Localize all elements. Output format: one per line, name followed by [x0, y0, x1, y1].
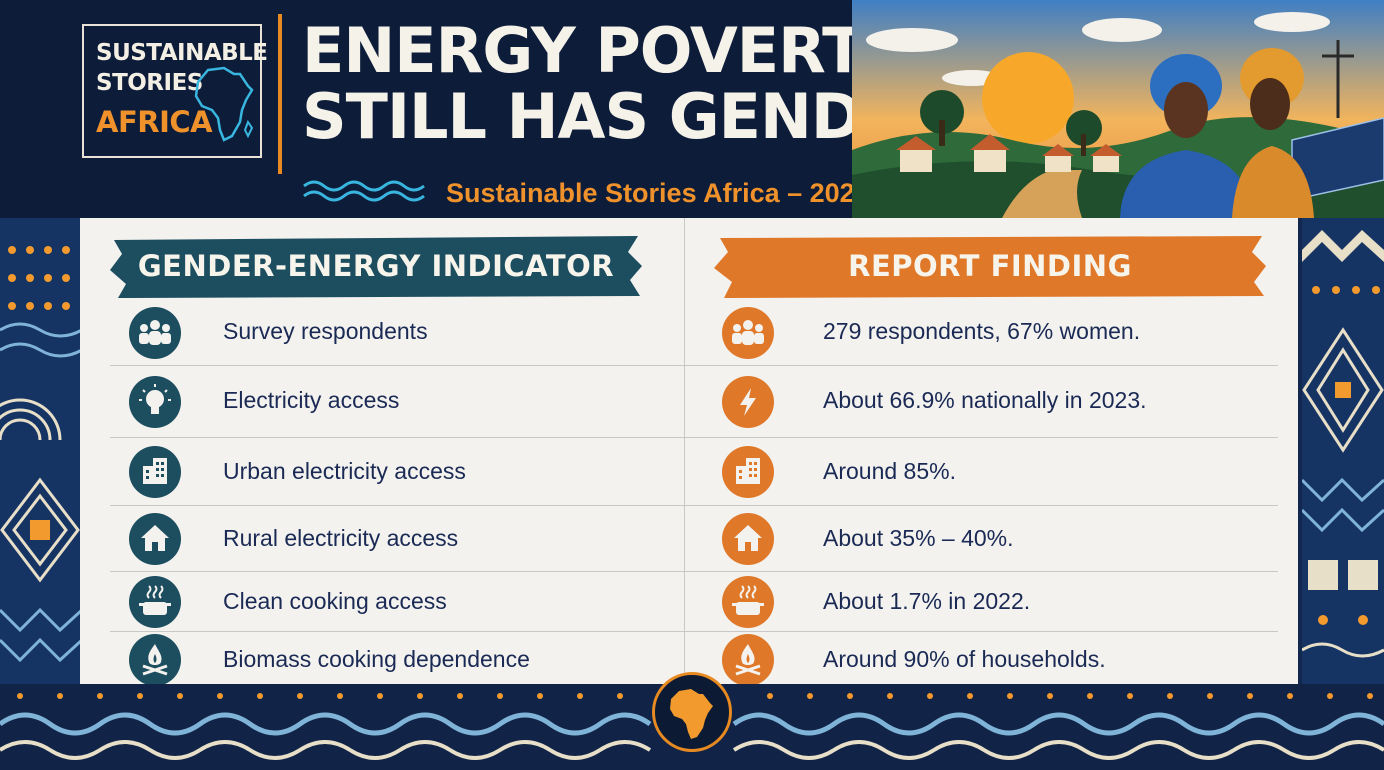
- cooking-pot-icon: [129, 576, 181, 628]
- table-row: Clean cooking access About 1.7% in 2022.: [80, 572, 1298, 632]
- indicator-text: Rural electricity access: [223, 525, 459, 551]
- table-row: Survey respondents 279 respondents, 67% …: [80, 300, 1298, 366]
- finding-text: Around 90% of households.: [823, 646, 1106, 672]
- lightning-icon: [722, 376, 774, 428]
- finding-text: About 1.7% in 2022.: [823, 588, 1031, 614]
- finding-text: About 35% – 40%.: [823, 525, 1014, 551]
- subtitle: Sustainable Stories Africa – 2026: [446, 178, 870, 208]
- buildings-icon: [722, 446, 774, 498]
- table-row: Biomass cooking dependence Around 90% of…: [80, 632, 1298, 686]
- table-row: Rural electricity access About 35% – 40%…: [80, 506, 1298, 572]
- wave-ornament: [302, 176, 432, 211]
- row-separator: [110, 571, 1278, 572]
- finding-text: Around 85%.: [823, 458, 956, 484]
- title-line-2-text: STILL HAS GENDER: [302, 80, 952, 153]
- cooking-pot-icon: [722, 576, 774, 628]
- africa-map-icon: [194, 66, 254, 151]
- brand-line-1: SUSTAINABLE: [96, 40, 268, 66]
- title-line-2: STILL HAS GENDER.: [302, 84, 974, 150]
- house-icon: [722, 513, 774, 565]
- row-separator: [110, 365, 1278, 366]
- row-separator: [110, 631, 1278, 632]
- indicator-text: Clean cooking access: [223, 588, 447, 614]
- row-separator: [110, 505, 1278, 506]
- finding-column-header: REPORT FINDING: [848, 249, 1132, 283]
- village-sunset-illustration: [852, 0, 1384, 218]
- people-icon: [722, 307, 774, 359]
- right-header-brush: [714, 236, 1266, 298]
- indicator-text: Survey respondents: [223, 318, 428, 344]
- page-title: ENERGY POVERTY STILL HAS GENDER.: [302, 14, 974, 150]
- people-icon: [129, 307, 181, 359]
- row-separator: [110, 437, 1278, 438]
- title-line-1: ENERGY POVERTY: [302, 14, 908, 87]
- campfire-icon: [129, 634, 181, 686]
- brand-line-2: STORIES: [96, 70, 203, 96]
- column-divider: [684, 218, 685, 684]
- table-row: Urban electricity access Around 85%.: [80, 438, 1298, 506]
- header-banner: SUSTAINABLE STORIES AFRICA ENERGY POVERT…: [0, 0, 1384, 218]
- house-icon: [129, 513, 181, 565]
- africa-medallion: [652, 672, 732, 752]
- indicator-text: Electricity access: [223, 387, 400, 413]
- buildings-icon: [129, 446, 181, 498]
- finding-text: 279 respondents, 67% women.: [823, 318, 1141, 344]
- brand-line-3: AFRICA: [96, 105, 213, 139]
- indicator-text: Urban electricity access: [223, 458, 466, 484]
- campfire-icon: [722, 634, 774, 686]
- left-header-brush: [110, 236, 642, 298]
- indicator-text: Biomass cooking dependence: [223, 646, 530, 672]
- indicator-column-header: GENDER-ENERGY INDICATOR: [137, 249, 615, 283]
- table-row: Electricity access About 66.9% nationall…: [80, 366, 1298, 438]
- finding-text: About 66.9% nationally in 2023.: [823, 387, 1147, 413]
- title-divider-bar: [278, 14, 282, 174]
- lightbulb-icon: [129, 376, 181, 428]
- brand-logo: SUSTAINABLE STORIES AFRICA: [82, 24, 268, 158]
- indicator-table: GENDER-ENERGY INDICATOR REPORT FINDING S…: [80, 218, 1298, 686]
